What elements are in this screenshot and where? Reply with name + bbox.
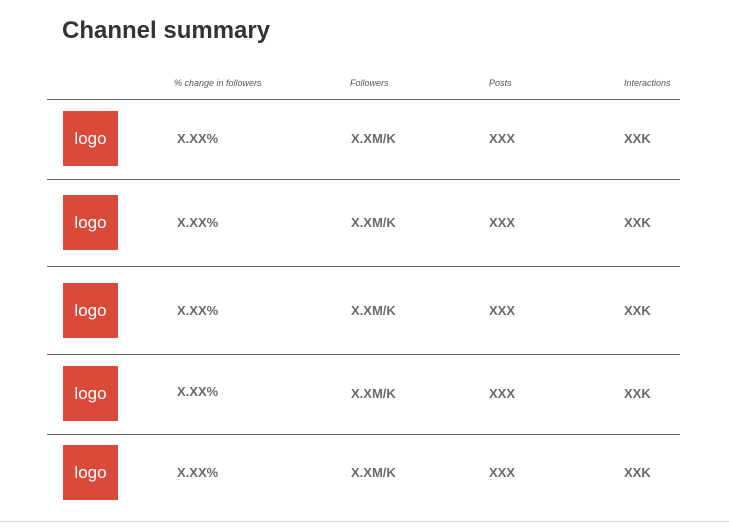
channel-logo: logo bbox=[63, 445, 118, 500]
followers-value: X.XM/K bbox=[351, 215, 396, 230]
posts-value: XXX bbox=[489, 131, 516, 146]
posts-value: XXX bbox=[489, 303, 516, 318]
interactions-value: XXK bbox=[624, 215, 651, 230]
interactions-value: XXK bbox=[624, 303, 651, 318]
posts-value: XXX bbox=[489, 386, 516, 401]
change-value: X.XX% bbox=[177, 131, 219, 146]
row-divider bbox=[47, 434, 680, 435]
column-header-change: % change in followers bbox=[174, 78, 262, 88]
interactions-value: XXK bbox=[624, 386, 651, 401]
followers-value: X.XM/K bbox=[351, 386, 396, 401]
column-header-followers: Followers bbox=[350, 78, 389, 88]
row-divider bbox=[47, 266, 680, 267]
followers-value: X.XM/K bbox=[351, 465, 396, 480]
change-value: X.XX% bbox=[177, 303, 219, 318]
channel-logo: logo bbox=[63, 283, 118, 338]
change-value: X.XX% bbox=[177, 215, 219, 230]
page-title: Channel summary bbox=[62, 17, 271, 44]
table-header: % change in followers Followers Posts In… bbox=[0, 78, 729, 92]
row-divider bbox=[47, 179, 680, 180]
row-divider bbox=[47, 354, 680, 355]
posts-value: XXX bbox=[489, 465, 516, 480]
channel-logo: logo bbox=[63, 195, 118, 250]
channel-logo: logo bbox=[63, 111, 118, 166]
channel-logo: logo bbox=[63, 366, 118, 421]
followers-value: X.XM/K bbox=[351, 303, 396, 318]
column-header-interactions: Interactions bbox=[624, 78, 671, 88]
interactions-value: XXK bbox=[624, 131, 651, 146]
interactions-value: XXK bbox=[624, 465, 651, 480]
followers-value: X.XM/K bbox=[351, 131, 396, 146]
page-bottom-border bbox=[0, 521, 729, 522]
column-header-posts: Posts bbox=[489, 78, 512, 88]
posts-value: XXX bbox=[489, 215, 516, 230]
change-value: X.XX% bbox=[177, 384, 219, 399]
change-value: X.XX% bbox=[177, 465, 219, 480]
header-divider bbox=[47, 99, 680, 100]
